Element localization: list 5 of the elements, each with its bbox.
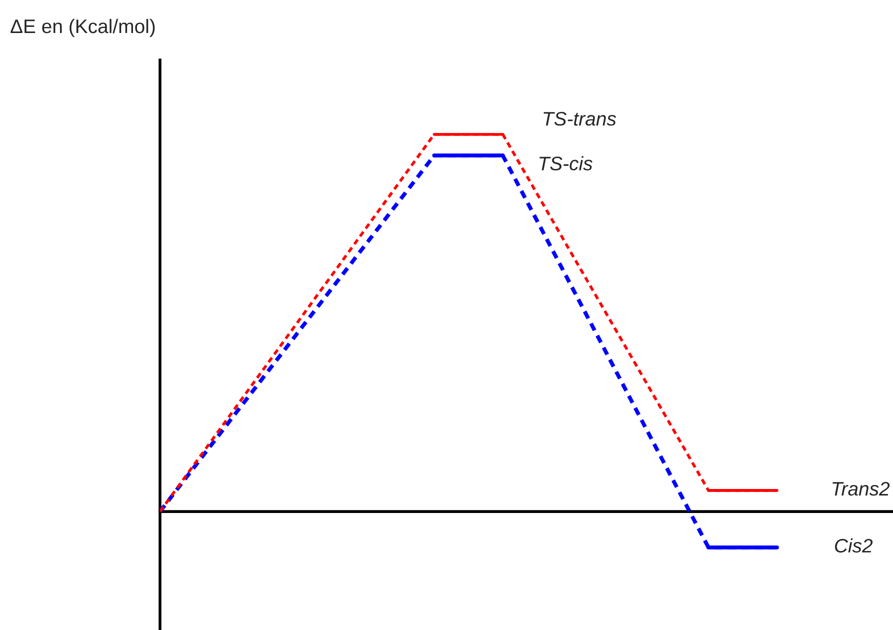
text: Trans2: [832, 482, 890, 496]
text: Cis2: [835, 538, 873, 553]
text: TS-trans: [544, 112, 616, 126]
annotation: TS-cis: [539, 156, 592, 170]
text: ΔE en (Kcal/mol): [10, 18, 155, 38]
